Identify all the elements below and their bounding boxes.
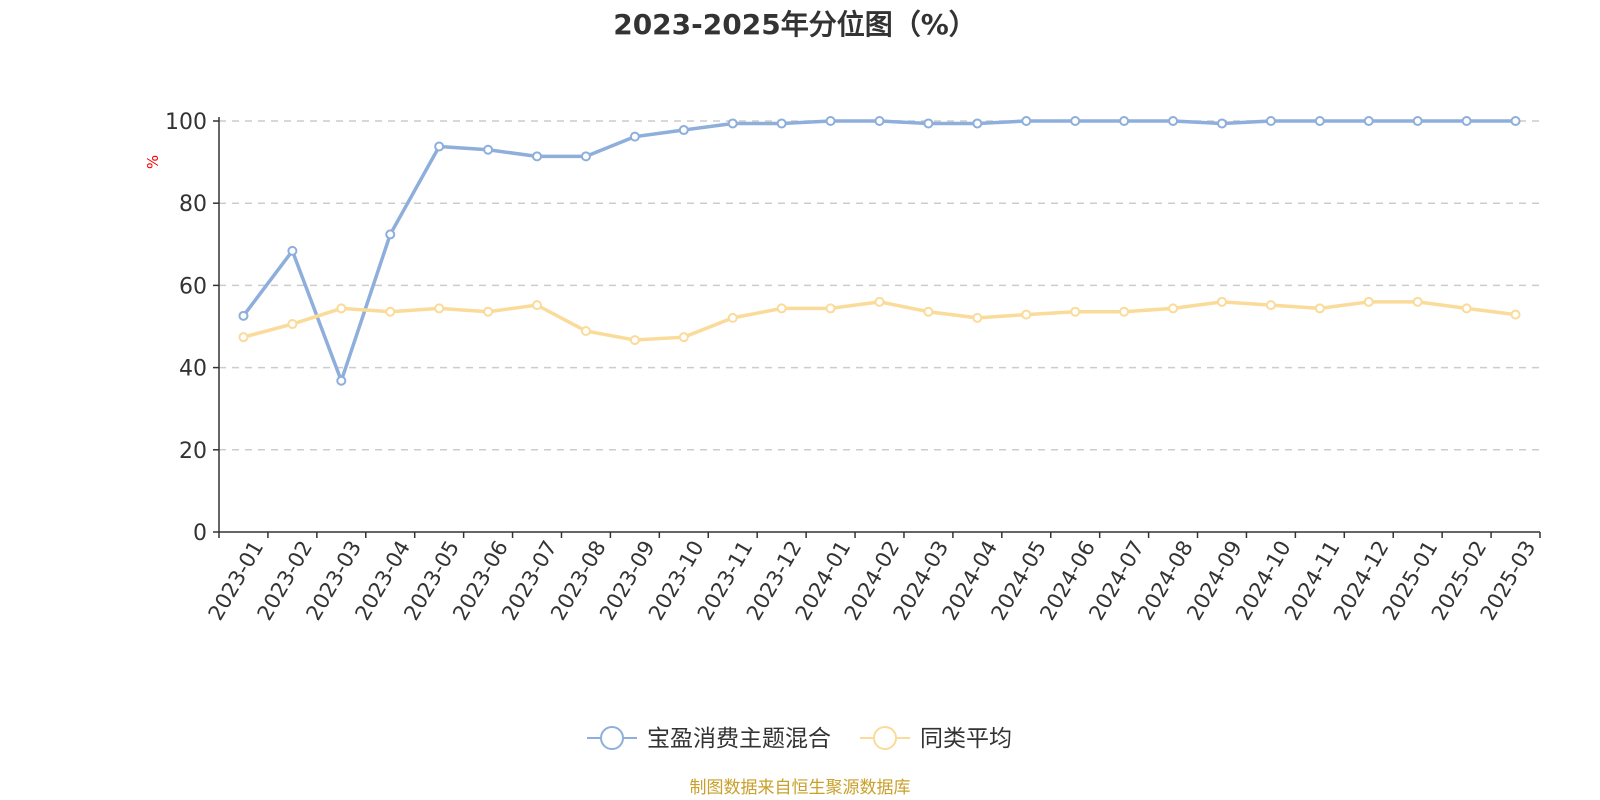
series-2-point[interactable] [1216,296,1227,307]
series-2-point[interactable] [727,312,738,323]
series-1-line [242,119,1516,383]
series-2-point[interactable] [1314,303,1325,314]
series-1-point[interactable] [678,125,689,136]
axes [218,117,1540,533]
series-1-point[interactable] [776,118,787,129]
x-axis-ticks: 2023-012023-022023-032023-042023-052023-… [204,532,1541,624]
legend-series1-marker [600,726,624,750]
y-tick-label: 20 [179,439,207,464]
series-2-point[interactable] [678,332,689,343]
series-1-point[interactable] [483,144,494,155]
series-2-point[interactable] [1265,300,1276,311]
series-1-point[interactable] [923,118,934,129]
series-2-point[interactable] [1070,306,1081,317]
series-2-point[interactable] [385,306,396,317]
data-source-note: 制图数据来自恒生聚源数据库 [690,778,911,798]
series-1-point[interactable] [434,141,445,152]
legend-item-series1[interactable]: 宝盈消费主题混合 [587,726,831,752]
series-1-point[interactable] [1412,116,1423,126]
series-2-point[interactable] [532,300,543,311]
legend-series1-label: 宝盈消费主题混合 [647,726,831,752]
series-2-point[interactable] [287,319,298,330]
y-axis-unit-label: % [144,155,162,169]
series-2-point[interactable] [1461,303,1472,314]
grid-lines [219,120,1540,451]
series-1-point[interactable] [580,151,591,162]
series-1-point[interactable] [825,116,836,126]
series-1-point[interactable] [1070,116,1081,126]
series-2 [238,296,1521,346]
series-1-point[interactable] [532,151,543,162]
series-2-point[interactable] [1363,296,1374,307]
series-1-point[interactable] [972,118,983,129]
series-1-point[interactable] [1021,116,1032,126]
y-tick-label: 0 [193,521,207,546]
legend[interactable]: 宝盈消费主题混合 同类平均 [587,726,1012,752]
series-1-point[interactable] [385,229,396,240]
series-2-point[interactable] [1168,303,1179,314]
series-2-point[interactable] [776,303,787,314]
series-2-point[interactable] [238,332,249,343]
series-1 [238,116,1521,386]
series-1-point[interactable] [1216,118,1227,129]
series-1-point[interactable] [1363,116,1374,126]
series-1-point[interactable] [1510,116,1521,126]
series-2-point[interactable] [1412,296,1423,307]
series-2-point[interactable] [336,303,347,314]
series-2-point[interactable] [923,306,934,317]
series-2-point[interactable] [483,306,494,317]
series-2-point[interactable] [629,335,640,346]
series-2-point[interactable] [580,326,591,337]
series-1-point[interactable] [727,118,738,129]
series-1-point[interactable] [1461,116,1472,126]
chart-title: 2023-2025年分位图（%） [613,8,977,41]
y-tick-label: 100 [165,110,207,135]
series-2-point[interactable] [1021,309,1032,320]
series-1-point[interactable] [874,116,885,126]
series-1-point[interactable] [336,375,347,386]
series-1-point[interactable] [1265,116,1276,126]
series-1-point[interactable] [1314,116,1325,126]
series-1-point[interactable] [1119,116,1130,126]
series-2-point[interactable] [434,303,445,314]
y-tick-label: 80 [179,192,207,217]
y-tick-label: 40 [179,357,207,382]
legend-series2-marker [873,726,897,750]
series-1-point[interactable] [238,310,249,321]
series-lines [238,116,1521,386]
series-1-point[interactable] [629,131,640,142]
series-2-point[interactable] [825,303,836,314]
series-1-point[interactable] [1168,116,1179,126]
series-2-point[interactable] [1119,306,1130,317]
legend-series2-label: 同类平均 [920,726,1012,752]
series-2-point[interactable] [1510,309,1521,320]
y-axis-ticks: 0 20 40 60 80 100 [165,110,219,546]
legend-item-series2[interactable]: 同类平均 [860,726,1012,752]
series-1-point[interactable] [287,245,298,256]
y-tick-label: 60 [179,274,207,299]
series-2-point[interactable] [972,312,983,323]
series-2-point[interactable] [874,296,885,307]
